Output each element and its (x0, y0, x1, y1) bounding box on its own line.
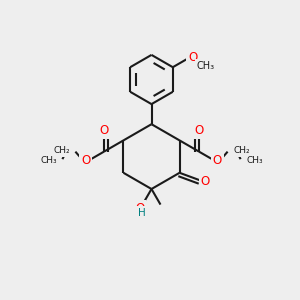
Text: CH₂: CH₂ (53, 146, 70, 155)
Text: CH₃: CH₃ (40, 155, 57, 164)
Text: O: O (200, 175, 210, 188)
Text: O: O (194, 124, 204, 137)
Text: H: H (138, 208, 146, 218)
Text: O: O (99, 124, 109, 137)
Text: CH₂: CH₂ (233, 146, 250, 155)
Text: O: O (213, 154, 222, 167)
Text: O: O (188, 51, 197, 64)
Text: CH₃: CH₃ (197, 61, 215, 70)
Text: CH₃: CH₃ (246, 155, 262, 164)
Text: O: O (136, 202, 145, 215)
Text: O: O (81, 154, 90, 167)
